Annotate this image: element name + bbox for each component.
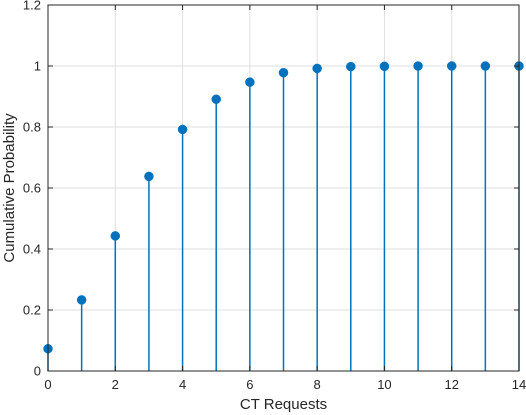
x-tick-label: 10: [377, 377, 391, 392]
stem-marker: [211, 94, 221, 104]
y-tick-label: 0.2: [23, 303, 41, 318]
stem-marker: [177, 124, 188, 135]
x-tick-label: 14: [512, 377, 526, 392]
x-tick-label: 6: [246, 377, 253, 392]
stem-marker: [446, 61, 457, 71]
stem-marker: [144, 171, 154, 182]
x-tick-label: 0: [44, 377, 51, 392]
y-tick-label: 1.2: [23, 0, 41, 13]
stem-marker: [346, 61, 356, 72]
x-tick-label: 2: [112, 377, 119, 392]
stem-marker: [379, 61, 390, 72]
stem-marker: [76, 295, 87, 305]
y-tick-label: 1: [34, 59, 41, 74]
stem-marker: [110, 231, 121, 241]
y-tick-label: 0.8: [23, 120, 41, 135]
x-tick-label: 12: [444, 377, 458, 392]
x-tick-label: 8: [314, 377, 321, 392]
x-axis-label: CT Requests: [240, 396, 327, 413]
x-tick-label: 4: [179, 377, 186, 392]
stem-marker: [480, 61, 491, 71]
tick-labels: 0 2 4 6 8 10 12 14 0 0.2 0.4 0.6 0.8 1 1.2: [23, 0, 526, 392]
stem-marker: [312, 63, 322, 74]
ticks: [47, 4, 520, 372]
stem-marker: [278, 67, 289, 78]
y-axis-label: Cumulative Probability: [1, 113, 18, 263]
y-tick-label: 0.6: [23, 181, 41, 196]
stem-marker: [413, 61, 423, 71]
y-tick-label: 0.4: [23, 242, 41, 257]
stem-marker: [245, 77, 255, 87]
y-tick-label: 0: [34, 364, 41, 379]
